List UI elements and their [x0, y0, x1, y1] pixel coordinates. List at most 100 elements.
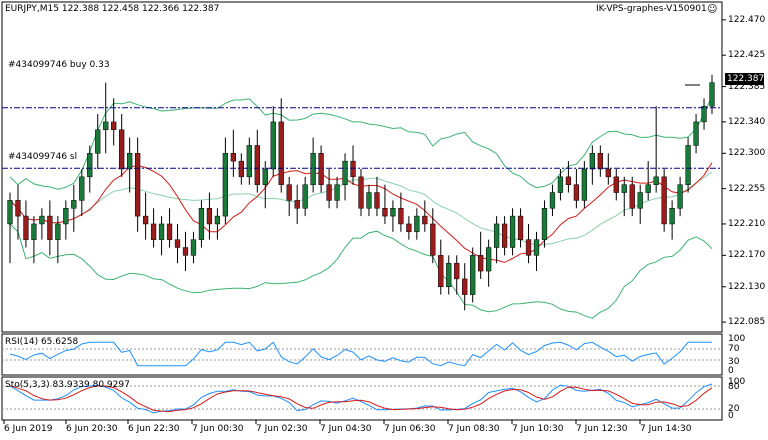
candle-body [422, 215, 428, 225]
stoch-label: Sto(5,3,3) 83.9339 80.9297 [5, 380, 130, 390]
candle-body [31, 223, 37, 240]
candle-body [47, 215, 53, 240]
order-sl-label[interactable]: #434099746 sl [8, 152, 78, 162]
order-buy-label[interactable]: #434099746 buy 0.33 [8, 60, 110, 70]
candle-body [493, 223, 500, 248]
candle-body [517, 215, 524, 240]
time-axis-label: 6 Jun 2019 [4, 424, 53, 434]
rsi-level-100: 100 [728, 334, 746, 344]
rsi-level-70: 70 [728, 344, 740, 354]
candle-body [701, 105, 707, 123]
time-axis-label: 6 Jun 22:30 [128, 424, 180, 434]
candle-body [334, 184, 340, 201]
candle-body [95, 129, 101, 154]
rsi-level-0: 0 [728, 366, 734, 376]
price-axis-label: 122.085 [728, 317, 766, 328]
candle-body [318, 153, 324, 185]
candle-body [310, 153, 316, 185]
candle-body [190, 239, 197, 256]
rsi-line [9, 341, 712, 367]
candle-body [214, 215, 221, 225]
rsi-label: RSI(14) 65.6258 [5, 337, 79, 347]
candle-body [629, 184, 635, 209]
candle-body [254, 145, 260, 185]
candle-body [645, 184, 651, 193]
candle-body [350, 160, 356, 178]
candle-body [286, 184, 292, 201]
candle-body [111, 121, 117, 131]
price-axis-label: 122.210 [728, 218, 766, 229]
time-axis-label: 7 Jun 00:30 [192, 424, 244, 434]
candle-body [238, 160, 244, 178]
candle-body [693, 121, 699, 146]
candle-body [270, 121, 276, 170]
candle-body [685, 145, 691, 185]
candle-body [613, 176, 619, 193]
candle-body [709, 82, 715, 107]
time-axis-label: 6 Jun 20:30 [66, 424, 118, 434]
candle-body [150, 223, 157, 240]
candle-body [533, 239, 540, 256]
candle-body [581, 168, 588, 201]
candle-body [454, 262, 460, 280]
candle-body [414, 215, 420, 233]
price-axis-label: 122.385 [728, 81, 766, 92]
candle-body [278, 121, 284, 185]
time-axis-label: 7 Jun 08:30 [448, 424, 500, 434]
candle-body [87, 153, 93, 178]
lower-band-line [9, 223, 713, 319]
rsi-pane-border [1, 333, 723, 376]
candle-body [206, 208, 213, 225]
candle-body [55, 223, 61, 240]
candle-body [637, 192, 643, 209]
candle-body [7, 200, 13, 225]
stoch-level-100: 100 [728, 377, 746, 387]
candle-body [246, 145, 252, 178]
candle-body [222, 153, 229, 217]
candle-body [509, 215, 516, 248]
main-pane-border [1, 1, 723, 333]
candle-body [326, 184, 332, 201]
candle-body [621, 184, 627, 193]
candle-body [134, 153, 141, 217]
stoch-level-80: 80 [728, 382, 740, 392]
current-price-badge: 122.387 [725, 73, 765, 85]
price-axis-label: 122.130 [728, 281, 766, 292]
candle-body [15, 200, 21, 217]
candle-body [382, 208, 388, 217]
candle-body [605, 168, 611, 178]
axis-ticks [3, 19, 726, 424]
candle-body [71, 200, 77, 209]
account-label: IK-VPS-graphes-V150901 [596, 4, 707, 14]
candle-body [198, 208, 205, 240]
candle-body [103, 121, 109, 131]
candle-body [142, 215, 149, 225]
candle-body [501, 223, 508, 248]
stoch-main-line [9, 383, 713, 414]
candle-body [230, 153, 237, 162]
rsi-level-30: 30 [728, 357, 740, 367]
stoch-level-0: 0 [728, 411, 734, 421]
candle-body [589, 153, 595, 170]
candle-body [661, 176, 667, 225]
candle-body [63, 208, 69, 225]
candle-body [119, 129, 125, 170]
candle-body [541, 208, 548, 240]
candle-body [398, 208, 404, 225]
time-axis-label: 7 Jun 14:30 [640, 424, 692, 434]
candle-body [294, 200, 300, 209]
symbol-ohlc-label: EURJPY,M15 122.388 122.458 122.366 122.3… [5, 4, 220, 14]
price-axis-label: 122.300 [728, 148, 766, 159]
price-axis-label: 122.255 [728, 183, 766, 194]
upper-band-line [9, 95, 713, 190]
order-lines[interactable] [2, 84, 722, 169]
candle-body [358, 176, 364, 209]
smiley-icon[interactable]: ☺ [707, 4, 718, 15]
time-axis-label: 7 Jun 04:30 [320, 424, 372, 434]
time-axis-label: 7 Jun 10:30 [512, 424, 564, 434]
candle-body [669, 208, 675, 225]
candle-body [406, 223, 412, 233]
price-axis-label: 122.425 [728, 50, 766, 61]
